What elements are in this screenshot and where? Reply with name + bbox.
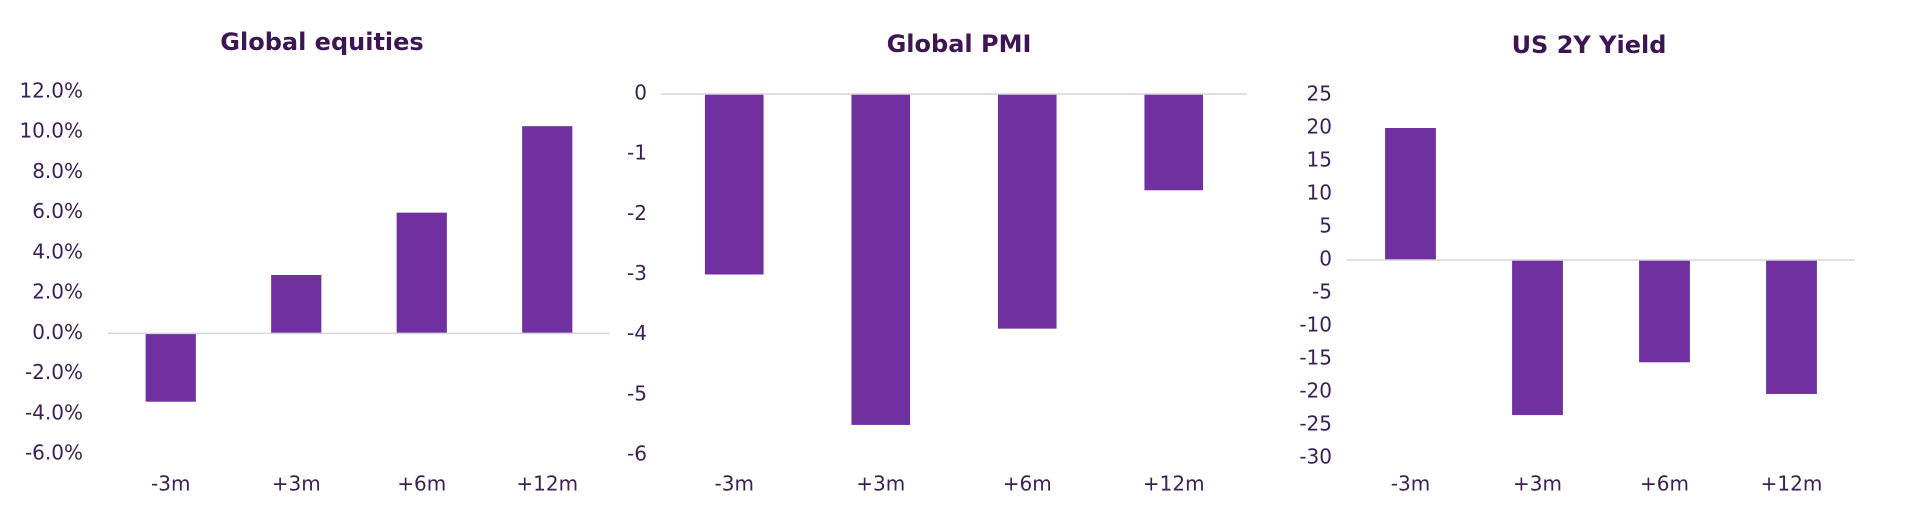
bar xyxy=(704,94,764,275)
x-tick-label: -3m xyxy=(1391,472,1430,496)
chart-title: Global PMI xyxy=(887,30,1032,58)
y-tick-label: -6 xyxy=(627,442,647,466)
x-tick-label: +3m xyxy=(856,472,905,496)
bar xyxy=(145,333,196,402)
y-tick-label: -15 xyxy=(1299,346,1332,370)
x-tick-label: +12m xyxy=(516,472,578,496)
x-tick-label: +12m xyxy=(1143,472,1205,496)
y-tick-label: -3 xyxy=(627,261,647,285)
bar xyxy=(271,275,322,334)
y-tick-label: -5 xyxy=(627,381,647,405)
y-tick-label: 0 xyxy=(1319,247,1332,271)
y-tick-label: 12.0% xyxy=(19,79,83,103)
x-tick-label: +6m xyxy=(1640,472,1689,496)
bar xyxy=(851,94,911,425)
bar xyxy=(1385,128,1436,260)
y-tick-label: 6.0% xyxy=(32,199,83,223)
y-tick-label: 10 xyxy=(1307,181,1332,205)
y-tick-label: 25 xyxy=(1307,82,1332,106)
bar xyxy=(522,126,573,334)
y-tick-label: 15 xyxy=(1307,148,1332,172)
y-tick-label: -30 xyxy=(1299,445,1332,469)
y-tick-label: -2 xyxy=(627,201,647,225)
bar xyxy=(1639,260,1690,363)
y-tick-label: 2.0% xyxy=(32,280,83,304)
y-tick-label: -10 xyxy=(1299,313,1332,337)
y-tick-label: -1 xyxy=(627,141,647,165)
y-tick-label: -20 xyxy=(1299,379,1332,403)
y-tick-label: 4.0% xyxy=(32,239,83,263)
y-tick-label: 10.0% xyxy=(19,119,83,143)
x-tick-label: +6m xyxy=(397,472,446,496)
y-tick-label: -2.0% xyxy=(25,360,83,384)
bar xyxy=(1766,260,1817,394)
x-tick-label: +3m xyxy=(1513,472,1562,496)
y-tick-label: 20 xyxy=(1307,115,1332,139)
x-tick-label: -3m xyxy=(715,472,754,496)
chart-title: US 2Y Yield xyxy=(1512,31,1667,59)
y-tick-label: -4 xyxy=(627,321,647,345)
y-tick-label: -4.0% xyxy=(25,400,83,424)
x-tick-label: -3m xyxy=(151,472,190,496)
bar xyxy=(1144,94,1204,191)
y-tick-label: 5 xyxy=(1319,214,1332,238)
y-tick-label: -6.0% xyxy=(25,441,83,465)
chart-title: Global equities xyxy=(220,28,423,56)
y-tick-label: 0.0% xyxy=(32,320,83,344)
bar xyxy=(396,212,447,334)
bar xyxy=(997,94,1057,329)
y-tick-label: 8.0% xyxy=(32,159,83,183)
y-tick-label: 0 xyxy=(634,81,647,105)
bar xyxy=(1512,260,1563,416)
x-tick-label: +6m xyxy=(1003,472,1052,496)
y-tick-label: -5 xyxy=(1312,280,1332,304)
x-tick-label: +12m xyxy=(1761,472,1823,496)
x-tick-label: +3m xyxy=(272,472,321,496)
y-tick-label: -25 xyxy=(1299,412,1332,436)
